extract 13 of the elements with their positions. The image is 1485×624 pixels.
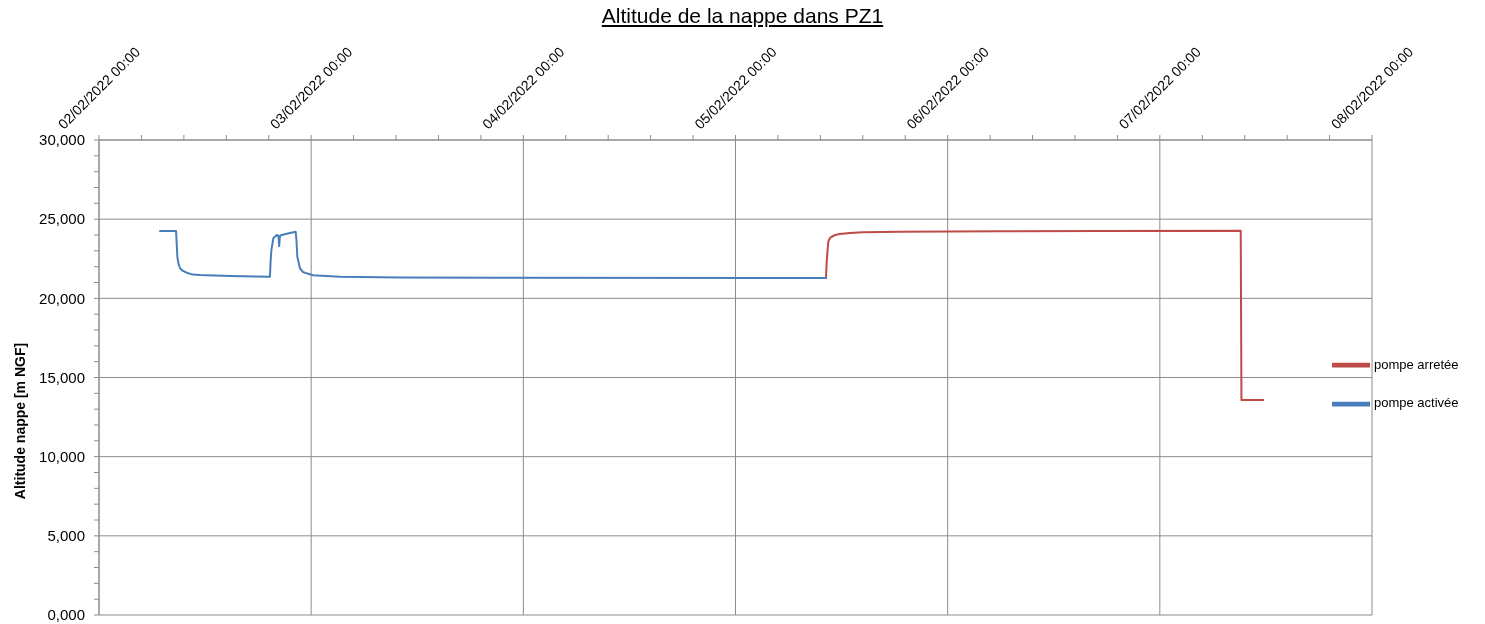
legend-label: pompe activée xyxy=(1374,395,1459,411)
y-tick-label: 5,000 xyxy=(47,527,85,545)
chart-title: Altitude de la nappe dans PZ1 xyxy=(601,4,884,27)
y-tick-label: 15,000 xyxy=(39,368,85,386)
y-axis-title: Altitude nappe [m NGF] xyxy=(12,342,28,500)
legend-label: pompe arretée xyxy=(1374,356,1459,372)
y-tick-label: 30,000 xyxy=(39,131,85,149)
y-tick-label: 0,000 xyxy=(47,606,85,624)
y-tick-label: 20,000 xyxy=(39,289,85,307)
line-series xyxy=(159,230,827,280)
line-series xyxy=(824,229,1265,401)
y-tick-label: 25,000 xyxy=(39,210,85,228)
y-tick-label: 10,000 xyxy=(39,447,85,465)
